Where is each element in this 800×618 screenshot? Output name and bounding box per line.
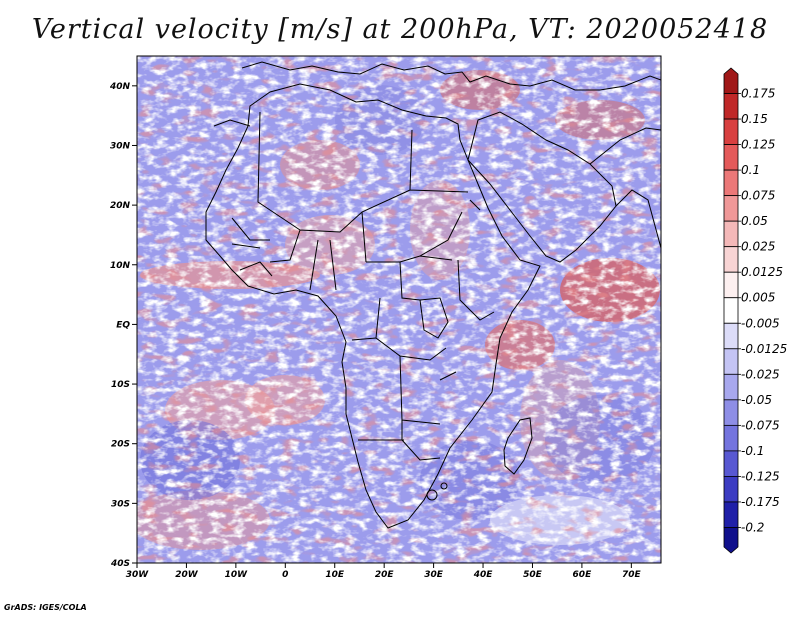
colorbar-segment [723,67,739,94]
colorbar-label: -0.025 [741,367,780,381]
colorbar-segment [723,169,739,197]
colorbar-segment [723,424,739,452]
colorbar-segment [723,297,739,324]
colorbar-segment [723,476,739,503]
plot-frame [136,55,662,564]
colorbar-segment [723,118,739,145]
longitude-axis: 30W 20W 10W 0 10E 20E 30E 40E 50E 60E 70E [126,563,642,580]
lat-tick-label: 20N [110,201,131,211]
lon-tick-label: 30E [424,570,444,580]
lat-tick-label: 40N [109,82,131,92]
colorbar-label: 0.175 [741,87,775,101]
lat-tick-label: 10S [111,380,130,390]
colorbar-segment [723,348,739,375]
colorbar-segment [723,399,739,426]
lon-tick-label: 50E [523,570,543,580]
colorbar-label: -0.125 [741,469,780,483]
colorbar: 0.175 0.15 0.125 0.1 0.075 0.05 0.025 0.0125 0.0… [723,67,787,554]
lon-tick-label: 60E [573,570,593,580]
colorbar-label: -0.0125 [741,342,787,356]
colorbar-label: -0.005 [741,316,780,330]
colorbar-label: 0.0125 [741,265,783,279]
lon-tick-label: 10W [225,570,249,580]
chart-title: Vertical velocity [m/s] at 200hPa, VT: 2… [31,14,769,45]
colorbar-segment [723,527,739,554]
colorbar-label: -0.05 [741,393,772,407]
lon-tick-label: 40E [473,570,494,580]
colorbar-segment [723,373,739,401]
lon-tick-label: 20E [375,570,395,580]
colorbar-label: 0.1 [741,163,760,177]
colorbar-segment [723,195,739,222]
colorbar-label: -0.075 [741,418,780,432]
colorbar-segment [723,501,739,528]
colorbar-segment [723,322,739,350]
lon-tick-label: 70E [622,570,642,580]
lon-tick-label: 20W [175,570,199,580]
colorbar-segment [723,450,739,477]
colorbar-segment [723,220,739,248]
lat-tick-label: 10N [110,261,131,271]
lat-tick-label: 30N [110,141,131,151]
colorbar-segment [723,144,739,171]
colorbar-label: -0.2 [741,520,764,534]
colorbar-label: 0.15 [741,112,768,126]
colorbar-segment [723,271,739,299]
colorbar-label: 0.075 [741,189,775,203]
colorbar-label: -0.175 [741,495,780,509]
colorbar-label: 0.025 [741,240,775,254]
colorbar-label: -0.1 [741,444,764,458]
colorbar-label: 0.05 [741,214,768,228]
latitude-axis: 40N 30N 20N 10N EQ 10S 20S 30S 40S [109,82,137,569]
colorbar-label: 0.005 [741,291,775,305]
colorbar-segment [723,246,739,273]
lat-tick-label: EQ [116,320,130,330]
lon-tick-label: 10E [325,570,345,580]
velocity-field [137,56,661,563]
lon-tick-label: 0 [282,570,288,580]
colorbar-segment [723,93,739,120]
lat-tick-label: 40S [110,559,130,569]
footer-credit: GrADS: IGES/COLA [4,603,87,612]
lat-tick-label: 30S [111,499,130,509]
coastlines [205,61,661,529]
colorbar-label: 0.125 [741,138,775,152]
lon-tick-label: 30W [126,570,150,580]
lat-tick-label: 20S [111,440,130,450]
